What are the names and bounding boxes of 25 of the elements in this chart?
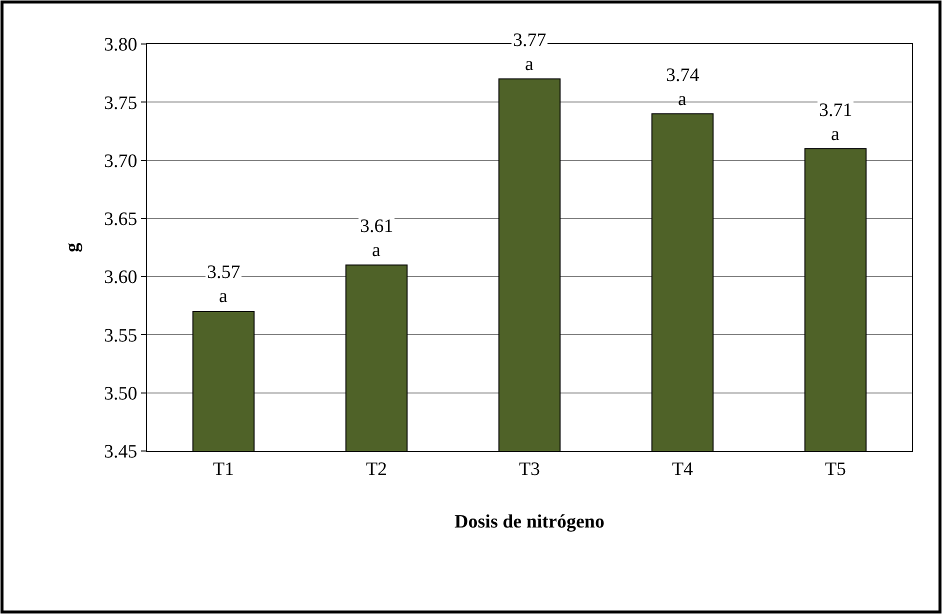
annotation: a: [525, 54, 534, 75]
data-label: 3.71: [819, 100, 852, 121]
y-tick-label: 3.45: [104, 442, 138, 463]
y-tick-label: 3.80: [104, 34, 138, 56]
x-tick-label: T4: [672, 458, 694, 480]
y-tick-label: 3.75: [104, 92, 138, 114]
x-tick-label: T5: [824, 458, 846, 480]
x-tick-label: T2: [366, 458, 388, 480]
data-label: 3.57: [207, 262, 240, 283]
data-label: 3.74: [666, 65, 700, 86]
annotation: a: [372, 240, 381, 261]
x-axis-title: Dosis de nitrógeno: [454, 512, 604, 533]
y-tick-label: 3.60: [104, 267, 138, 288]
data-label: 3.77: [513, 30, 546, 51]
y-axis-title: g: [62, 242, 83, 252]
y-tick-label: 3.70: [104, 150, 138, 172]
y-tick-label: 3.65: [104, 209, 138, 230]
data-label: 3.61: [360, 216, 394, 237]
annotation: a: [678, 89, 687, 110]
y-tick-label: 3.50: [104, 384, 138, 405]
annotation: a: [219, 286, 228, 307]
y-tick-label: 3.55: [104, 325, 138, 346]
x-tick-label: T1: [212, 458, 234, 480]
x-tick-label: T3: [518, 458, 540, 480]
annotation: a: [831, 124, 840, 145]
